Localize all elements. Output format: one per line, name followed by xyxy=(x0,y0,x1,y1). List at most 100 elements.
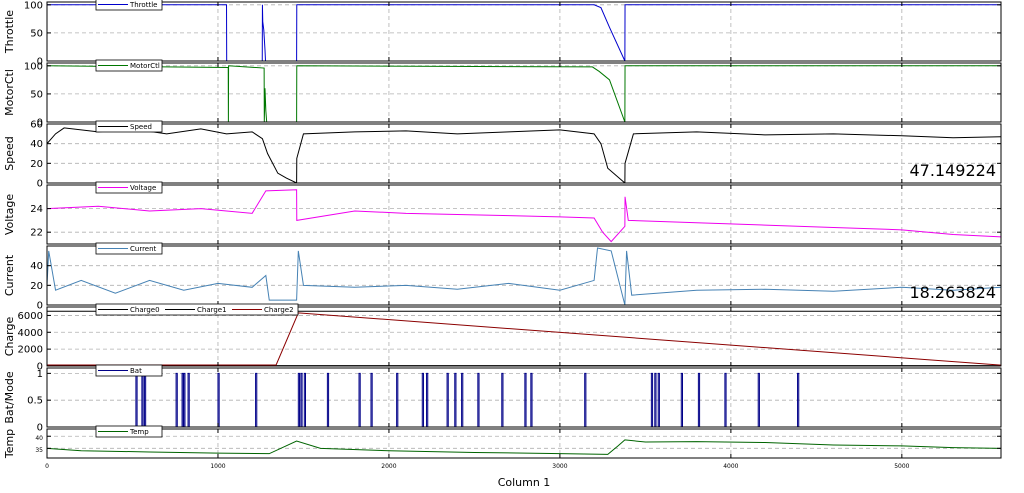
panel-frame xyxy=(46,1,1002,62)
x-tick-label: 1000 xyxy=(210,463,225,470)
y-tick-label: 50 xyxy=(30,28,43,39)
series-group xyxy=(47,127,1001,183)
y-tick-label: 24 xyxy=(30,204,43,215)
y-tick-label: 50 xyxy=(30,89,43,100)
y-tick-label: 40 xyxy=(30,139,43,150)
series-line-motorctl xyxy=(47,65,1001,122)
legend-box xyxy=(95,181,163,194)
value-readout: 47.149224 xyxy=(909,161,996,180)
y-tick-label: 6000 xyxy=(18,311,43,322)
legend-label: Charge2 xyxy=(264,306,294,314)
y-tick-label: 20 xyxy=(30,159,43,170)
y-axis-label: MotorCtl xyxy=(3,69,16,116)
y-tick-label: 40 xyxy=(35,435,43,442)
panel-frame xyxy=(46,367,1002,428)
value-readout: 18.263824 xyxy=(909,283,996,302)
y-tick-label: 0.5 xyxy=(27,396,43,407)
legend-box xyxy=(95,120,163,133)
y-tick-label: 40 xyxy=(30,261,43,272)
y-axis-label: Charge xyxy=(3,317,16,357)
y-axis-label: Temp xyxy=(3,429,16,459)
legend: Throttle xyxy=(95,0,163,11)
legend: Current xyxy=(95,242,163,255)
x-tick-label: 2000 xyxy=(381,463,396,470)
y-tick-label: 100 xyxy=(24,61,43,72)
panel-0: 0 50 100 Throttle Throttle xyxy=(3,0,1002,68)
y-axis-label: Speed xyxy=(3,136,16,170)
y-axis-label: Voltage xyxy=(3,194,16,235)
y-tick-label: 35 xyxy=(35,447,43,454)
series-group xyxy=(47,65,1001,122)
legend-label: Speed xyxy=(130,123,152,131)
series-group xyxy=(47,372,1001,427)
series-group xyxy=(47,439,1001,455)
legend-label: Charge1 xyxy=(197,306,227,314)
legend-box xyxy=(95,364,163,377)
legend-label: Charge0 xyxy=(130,306,160,314)
legend-box xyxy=(95,303,299,316)
panel-frame xyxy=(46,123,1002,184)
y-tick-label: 60 xyxy=(30,120,43,131)
y-tick-label: 0 xyxy=(37,57,43,68)
legend-label: Bat xyxy=(130,367,142,375)
legend-box xyxy=(95,425,163,438)
y-tick-label: 4000 xyxy=(18,328,43,339)
x-tick-label: 3000 xyxy=(552,463,567,470)
panel-3: 22 24 Voltage Voltage xyxy=(3,181,1002,245)
legend: Bat xyxy=(95,364,163,377)
series-line-voltage xyxy=(47,189,1001,243)
legend-box xyxy=(95,59,163,72)
series-line-charge2 xyxy=(47,312,1001,366)
series-line-current xyxy=(47,247,1001,305)
series-line-throttle xyxy=(47,4,1001,61)
legend-label: Current xyxy=(130,245,157,253)
y-axis-label: Throttle xyxy=(3,10,16,54)
series-group xyxy=(47,310,1001,366)
x-tick-label: 5000 xyxy=(894,463,909,470)
series-group xyxy=(47,189,1001,243)
legend-box xyxy=(95,0,163,11)
legend-label: Throttle xyxy=(129,1,157,9)
x-tick-label: 4000 xyxy=(723,463,738,470)
legend: Charge0 Charge1 Charge2 xyxy=(95,303,299,316)
x-axis-label: Column 1 xyxy=(498,476,551,489)
legend: Temp xyxy=(95,425,163,438)
legend: Voltage xyxy=(95,181,163,194)
y-tick-label: 1 xyxy=(37,369,43,380)
panel-2: 0 20 40 60 Speed Speed 47.149224 xyxy=(3,120,1002,190)
y-tick-label: 0 xyxy=(37,362,43,373)
legend: MotorCtl xyxy=(95,59,163,72)
panel-7: 35 40 Temp Temp xyxy=(3,425,1002,459)
panel-frame xyxy=(46,428,1002,459)
panel-frame xyxy=(46,306,1002,367)
y-tick-label: 100 xyxy=(24,0,43,11)
legend: Speed xyxy=(95,120,163,133)
x-tick-label: 0 xyxy=(45,463,49,470)
y-tick-label: 22 xyxy=(30,228,43,239)
series-line-speed xyxy=(47,127,1001,183)
panel-frame xyxy=(46,184,1002,245)
y-tick-label: 20 xyxy=(30,281,43,292)
panel-4: 0 20 40 Current Current 18.263824 xyxy=(3,242,1002,312)
series-line-temp xyxy=(47,439,1001,455)
panel-frame xyxy=(46,245,1002,306)
y-axis-label: Current xyxy=(3,254,16,296)
legend-label: Temp xyxy=(129,428,149,436)
y-tick-label: 0 xyxy=(37,423,43,434)
series-line-bat xyxy=(47,372,1001,427)
panel-1: 0 50 100 MotorCtl MotorCtl xyxy=(3,59,1002,129)
panel-frame xyxy=(46,62,1002,123)
series-group xyxy=(47,247,1001,305)
legend-label: Voltage xyxy=(130,184,156,192)
legend-label: MotorCtl xyxy=(130,62,160,70)
y-tick-label: 0 xyxy=(37,301,43,312)
y-axis-label: Bat/Mode xyxy=(3,371,16,424)
y-tick-label: 2000 xyxy=(18,345,43,356)
legend-box xyxy=(95,242,163,255)
y-tick-label: 0 xyxy=(37,118,43,129)
panel-6: 0 0.5 1 Bat/Mode Bat xyxy=(3,364,1002,434)
y-tick-label: 0 xyxy=(37,179,43,190)
series-group xyxy=(47,4,1001,61)
